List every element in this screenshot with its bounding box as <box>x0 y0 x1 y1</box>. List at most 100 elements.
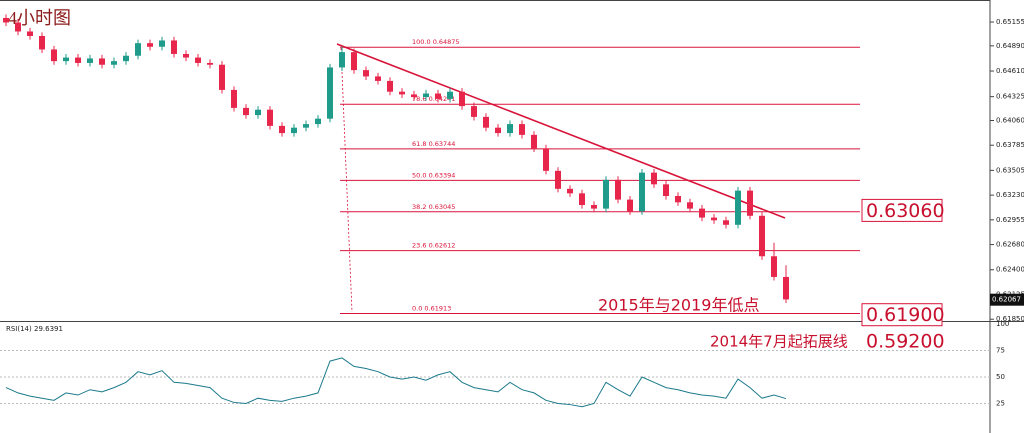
fib-ratio: 38.2 <box>412 203 426 211</box>
candle-body <box>219 64 225 90</box>
fib-ratio: 23.6 <box>412 242 426 250</box>
candle-body <box>63 57 69 62</box>
candle-body <box>735 190 741 225</box>
candle-body <box>663 184 669 197</box>
candle-body <box>687 202 693 209</box>
candle-body <box>147 43 153 47</box>
candle-body <box>27 31 33 36</box>
candle-body <box>519 124 525 135</box>
candle-body <box>51 49 57 62</box>
candle-body <box>315 118 321 125</box>
current-price-label: 0.62067 <box>992 296 1021 304</box>
rsi-last-value: 29.6391 <box>34 325 63 333</box>
rsi-tick-label: 25 <box>996 400 1005 408</box>
fib-ratio: 100.0 <box>412 38 431 46</box>
candle-body <box>255 109 261 116</box>
candle-body <box>87 58 93 63</box>
candle-body <box>123 55 129 62</box>
fib-price: 0.64241 <box>429 95 456 103</box>
candle-body <box>591 205 597 209</box>
y-tick-label: 0.62680 <box>996 241 1024 249</box>
candle-body <box>207 62 213 65</box>
candle-body <box>435 93 441 99</box>
rsi-tick-label: 75 <box>996 347 1005 355</box>
candle-body <box>567 188 573 194</box>
candle-body <box>711 217 717 221</box>
candle-body <box>171 40 177 54</box>
candle-body <box>99 58 105 65</box>
y-tick-label: 0.64060 <box>996 116 1024 124</box>
candle-body <box>243 107 249 116</box>
fib-label: 61.8 0.63744 <box>412 140 455 148</box>
level-label: 0.63060 <box>866 200 945 222</box>
candle-body <box>579 193 585 206</box>
y-tick-label: 0.61850 <box>996 315 1024 323</box>
candle-body <box>387 80 393 92</box>
candle-body <box>531 134 537 149</box>
fib-label: 38.2 0.63045 <box>412 203 455 211</box>
candle-body <box>339 52 345 68</box>
rsi-tick-label: 50 <box>996 373 1005 381</box>
rsi-label: RSI(14) 29.6391 <box>6 325 63 333</box>
fib-ratio: 78.6 <box>412 95 426 103</box>
level-box <box>861 303 943 327</box>
candle-body <box>555 170 561 189</box>
candle-body <box>615 179 621 200</box>
candle-body <box>459 91 465 107</box>
rsi-tick-label: 100 <box>996 320 1009 328</box>
y-tick-label: 0.63505 <box>996 166 1024 174</box>
y-tick-label: 0.64610 <box>996 67 1024 75</box>
candle-body <box>363 70 369 77</box>
level-box <box>861 198 943 222</box>
fib-label: 23.6 0.62612 <box>412 242 455 250</box>
candle-body <box>375 76 381 81</box>
trend-line <box>336 43 786 219</box>
candle-body <box>195 57 201 63</box>
low-note: 2015年与2019年低点 <box>598 296 759 315</box>
candle-body <box>651 172 657 185</box>
candle-body <box>111 61 117 65</box>
candle-body <box>15 22 21 32</box>
candle-body <box>495 127 501 134</box>
candle-body <box>471 106 477 117</box>
extension-level: 0.59200 <box>866 331 945 353</box>
candle-body <box>723 220 729 225</box>
chart-title: 4小时图 <box>8 8 71 28</box>
candle-body <box>507 124 513 134</box>
candle-body <box>231 89 237 108</box>
fib-label: 50.0 0.63394 <box>412 171 455 179</box>
extension-note: 2014年7月起拓展线 <box>710 333 848 351</box>
candle-body <box>759 215 765 257</box>
candle-body <box>351 52 357 71</box>
candle-body <box>783 276 789 300</box>
candle-body <box>627 199 633 212</box>
current-price-tag <box>990 293 1024 306</box>
fib-ratio: 0.0 <box>412 305 422 313</box>
level-label: 0.61900 <box>866 304 945 326</box>
y-tick-label: 0.62955 <box>996 216 1024 224</box>
candle-body <box>75 57 81 63</box>
candle-body <box>543 148 549 171</box>
y-tick-label: 0.63230 <box>996 191 1024 199</box>
fib-label: 100.0 0.64875 <box>412 38 460 46</box>
candle-body <box>399 91 405 95</box>
candle-body <box>699 208 705 218</box>
fib-label: 78.6 0.64241 <box>412 95 455 103</box>
y-tick-label: 0.64890 <box>996 42 1024 50</box>
candle-body <box>39 35 45 50</box>
candle-body <box>603 179 609 209</box>
y-tick-label: 0.64325 <box>996 93 1024 101</box>
fib-ratio: 50.0 <box>412 171 426 179</box>
candle-body <box>291 127 297 134</box>
candle-body <box>423 93 429 98</box>
candle-body <box>771 256 777 277</box>
y-tick-label: 0.63785 <box>996 141 1024 149</box>
candle-body <box>411 94 417 98</box>
candle-body <box>675 196 681 203</box>
fib-price: 0.64875 <box>433 38 460 46</box>
candle-body <box>3 17 9 23</box>
candle-body <box>483 116 489 128</box>
candle-body <box>279 125 285 134</box>
fib-price: 0.63394 <box>429 171 456 179</box>
